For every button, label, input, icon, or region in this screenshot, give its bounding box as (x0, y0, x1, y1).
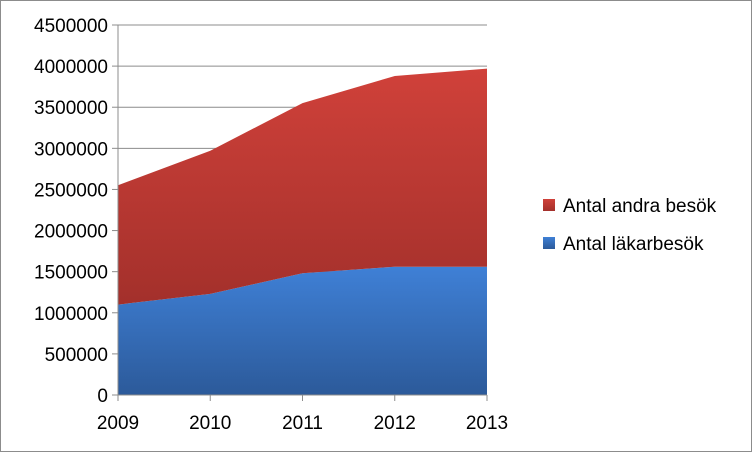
legend-swatch (543, 199, 555, 211)
y-tick-label: 4000000 (34, 57, 108, 78)
y-tick-label: 3500000 (34, 98, 108, 119)
x-tick-label: 2011 (282, 413, 323, 434)
axes (112, 24, 488, 401)
y-tick-label: 500000 (45, 345, 108, 366)
x-tick-label: 2010 (189, 413, 231, 434)
legend-label: Antal läkarbesök (563, 234, 704, 255)
x-tick-label: 2012 (374, 413, 416, 434)
y-tick-label: 0 (97, 386, 108, 407)
y-axis-tick-labels: 0 500000 1000000 1500000 2000000 2500000 30000… (34, 16, 108, 407)
legend: Antal andra besök Antal läkarbesök (543, 196, 717, 255)
y-tick-label: 1500000 (34, 263, 108, 284)
area-series-layer (118, 68, 487, 395)
y-tick-label: 2500000 (34, 180, 108, 201)
y-tick-label: 3000000 (34, 139, 108, 160)
legend-swatch (543, 237, 555, 249)
x-axis-tick-labels: 2009 2010 2011 2012 2013 (97, 413, 508, 434)
legend-label: Antal andra besök (563, 196, 717, 217)
area-series-2 (118, 68, 487, 305)
x-tick-label: 2009 (97, 413, 139, 434)
y-tick-label: 2000000 (34, 222, 108, 243)
x-tick-label: 2013 (466, 413, 508, 434)
area-series-1 (118, 266, 487, 395)
y-tick-label: 4500000 (34, 16, 108, 37)
y-tick-label: 1000000 (34, 304, 108, 325)
